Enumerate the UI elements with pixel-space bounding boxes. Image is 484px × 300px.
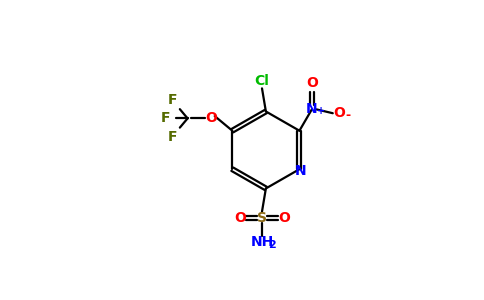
Text: F: F: [167, 93, 177, 107]
Text: Cl: Cl: [255, 74, 270, 88]
Text: N: N: [294, 164, 306, 178]
Text: NH: NH: [250, 236, 273, 249]
Text: O: O: [205, 111, 217, 125]
Text: O: O: [234, 211, 246, 225]
Text: O: O: [306, 76, 318, 90]
Text: O: O: [278, 211, 289, 225]
Text: -: -: [345, 110, 350, 122]
Text: S: S: [257, 211, 267, 225]
Text: 2: 2: [268, 240, 276, 250]
Text: O: O: [333, 106, 345, 120]
Text: F: F: [167, 130, 177, 144]
Text: N: N: [306, 102, 318, 116]
Text: +: +: [317, 106, 325, 116]
Text: F: F: [160, 111, 170, 125]
